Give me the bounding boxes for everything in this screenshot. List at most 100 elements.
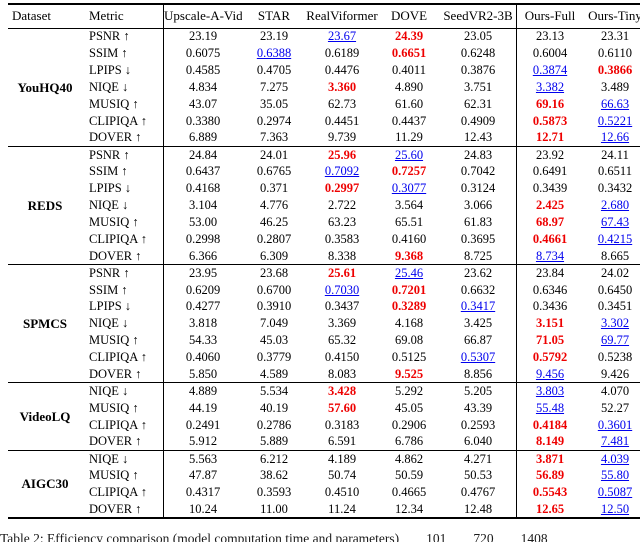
value-cell-realviformer: 3.428 <box>327 384 357 399</box>
table-row-reds-ssim: SSIM ↑ 0.6437 0.6765 0.7092 0.7257 0.7042 0.64… <box>8 163 640 181</box>
value-cell-ours-tiny: 0.5238 <box>597 350 633 365</box>
value-cell-ours-tiny: 0.4215 <box>597 231 633 246</box>
value-cell-dove: 0.5125 <box>391 350 427 365</box>
value-cell-realviformer: 4.189 <box>327 451 357 466</box>
value-cell-seedvr2-3b: 8.725 <box>463 248 493 263</box>
value-cell-ours-full: 8.149 <box>516 433 583 451</box>
results-table: DatasetMetricUpscale-A-VideoSTARRealVifo… <box>8 3 640 519</box>
value-cell-upscale-a-video: 0.4585 <box>163 61 242 79</box>
value-cell-seedvr2-3b: 0.7042 <box>460 164 496 179</box>
value-cell-seedvr2-3b: 0.2593 <box>460 417 496 432</box>
metric-label-dover: DOVER ↑ <box>89 501 142 516</box>
value-cell-realviformer: 3.369 <box>327 316 357 331</box>
value-cell-dove: 65.51 <box>394 214 424 229</box>
metric-label-clipiqa: CLIPIQA ↑ <box>89 231 147 246</box>
value-cell-realviformer: 0.2997 <box>324 181 360 196</box>
value-cell-dove: 9.368 <box>394 248 424 263</box>
value-cell-star: 23.19 <box>259 29 289 44</box>
value-cell-upscale-a-video: 0.3380 <box>163 112 242 130</box>
dataset-group-youhq40: YouHQ40 PSNR ↑ 23.19 23.19 23.67 24.39 23.05 23… <box>8 28 640 147</box>
table-row-youhq40-musiq: MUSIQ ↑ 43.07 35.05 62.73 61.60 62.31 69.16 66.… <box>8 95 640 113</box>
value-cell-seedvr2-3b: 12.43 <box>463 130 493 145</box>
value-cell-dove: 0.4011 <box>392 62 426 77</box>
value-cell-ours-tiny: 8.665 <box>600 248 630 263</box>
value-cell-upscale-a-video: 4.889 <box>163 382 242 400</box>
value-cell-upscale-a-video: 0.4168 <box>163 180 242 197</box>
metric-label-niqe: NIQE ↓ <box>89 451 129 466</box>
value-cell-ours-full: 2.425 <box>516 196 583 214</box>
metric-label-clipiqa: CLIPIQA ↑ <box>89 485 147 500</box>
dataset-label-spmcs: SPMCS <box>22 316 68 332</box>
table-row-spmcs-dover: DOVER ↑ 5.850 4.589 8.083 9.525 8.856 9.456 9.4… <box>8 365 640 383</box>
value-cell-dove: 69.08 <box>394 333 424 348</box>
value-cell-realviformer: 0.3183 <box>324 417 360 432</box>
col-header-upscale-a-video: Upscale-A-Video <box>163 4 242 29</box>
table-row-youhq40-dover: DOVER ↑ 6.889 7.363 9.739 11.29 12.43 12.71 12.… <box>8 129 640 147</box>
value-cell-realviformer: 0.4150 <box>324 350 360 365</box>
value-cell-star: 0.3910 <box>256 299 292 314</box>
metric-label-psnr: PSNR ↑ <box>89 29 130 44</box>
dataset-group-videolq: VideoLQ NIQE ↓ 4.889 5.534 3.428 5.292 5.205 3.… <box>8 382 640 451</box>
value-cell-dove: 0.4665 <box>391 485 427 500</box>
table-row-aigc30-niqe: AIGC30 NIQE ↓ 5.563 6.212 4.189 4.862 4.271 3.8… <box>8 450 640 490</box>
value-cell-dove: 25.60 <box>394 147 424 162</box>
value-cell-upscale-a-video: 47.87 <box>163 467 242 485</box>
metric-label-lpips: LPIPS ↓ <box>89 181 132 196</box>
metric-label-dover: DOVER ↑ <box>89 366 142 381</box>
col-header-ours-tiny: Ours-Tiny <box>583 4 640 29</box>
table-row-reds-musiq: MUSIQ ↑ 53.00 46.25 63.23 65.51 61.83 68.97 67.… <box>8 213 640 231</box>
value-cell-dove: 0.4160 <box>391 231 427 246</box>
metric-label-niqe: NIQE ↓ <box>89 384 129 399</box>
value-cell-upscale-a-video: 6.366 <box>163 247 242 265</box>
value-cell-realviformer: 8.338 <box>327 248 357 263</box>
col-header-star: STAR <box>242 4 306 29</box>
table-row-reds-dover: DOVER ↑ 6.366 6.309 8.338 9.368 8.725 8.734 8.6… <box>8 247 640 265</box>
value-cell-realviformer: 63.23 <box>327 214 357 229</box>
value-cell-realviformer: 2.722 <box>327 198 357 213</box>
value-cell-star: 0.6388 <box>256 46 292 61</box>
metric-label-dover: DOVER ↑ <box>89 434 142 449</box>
value-cell-ours-full: 68.97 <box>516 213 583 231</box>
value-cell-star: 0.6700 <box>256 282 292 297</box>
value-cell-ours-full: 0.3874 <box>516 61 583 79</box>
value-cell-dove: 5.292 <box>394 384 424 399</box>
table-row-youhq40-lpips: LPIPS ↓ 0.4585 0.4705 0.4476 0.4011 0.3876 0.3… <box>8 61 640 79</box>
value-cell-ours-full: 12.71 <box>516 129 583 147</box>
table-row-videolq-musiq: MUSIQ ↑ 44.19 40.19 57.60 45.05 43.39 55.48 52.… <box>8 399 640 417</box>
table-row-youhq40-clipiqa: CLIPIQA ↑ 0.3380 0.2974 0.4451 0.4437 0.4909 0… <box>8 112 640 130</box>
value-cell-ours-tiny: 0.3451 <box>597 299 633 314</box>
value-cell-ours-full: 0.5543 <box>516 484 583 501</box>
metric-label-psnr: PSNR ↑ <box>89 147 130 162</box>
value-cell-seedvr2-3b: 0.3876 <box>460 62 496 77</box>
metric-label-niqe: NIQE ↓ <box>89 316 129 331</box>
value-cell-star: 4.589 <box>259 366 289 381</box>
value-cell-ours-tiny: 12.66 <box>600 130 630 145</box>
value-cell-star: 5.534 <box>259 384 289 399</box>
value-cell-seedvr2-3b: 0.5307 <box>460 350 496 365</box>
value-cell-seedvr2-3b: 0.3695 <box>460 231 496 246</box>
dataset-group-spmcs: SPMCS PSNR ↑ 23.95 23.68 25.61 25.46 23.62 23.8… <box>8 264 640 383</box>
value-cell-upscale-a-video: 0.4277 <box>163 298 242 316</box>
value-cell-ours-tiny: 3.489 <box>600 79 630 94</box>
value-cell-dove: 3.564 <box>394 198 424 213</box>
value-cell-ours-tiny: 0.5087 <box>597 485 633 500</box>
dataset-label-youhq40: YouHQ40 <box>17 79 73 95</box>
table-row-reds-psnr: REDS PSNR ↑ 24.84 24.01 25.96 25.60 24.83 23.92… <box>8 146 640 212</box>
value-cell-ours-full: 3.382 <box>516 78 583 96</box>
table-row-youhq40-niqe: NIQE ↓ 4.834 7.275 3.360 4.890 3.751 3.382 3.48… <box>8 78 640 96</box>
value-cell-upscale-a-video: 0.6437 <box>163 163 242 181</box>
value-cell-star: 46.25 <box>259 214 289 229</box>
value-cell-upscale-a-video: 0.2998 <box>163 230 242 248</box>
value-cell-ours-tiny: 0.3866 <box>597 62 633 77</box>
value-cell-realviformer: 25.61 <box>327 265 357 280</box>
table-row-spmcs-psnr: SPMCS PSNR ↑ 23.95 23.68 25.61 25.46 23.62 23.8… <box>8 264 640 330</box>
value-cell-star: 7.363 <box>259 130 289 145</box>
value-cell-dove: 25.46 <box>394 265 424 280</box>
value-cell-realviformer: 0.4510 <box>324 485 360 500</box>
table-row-aigc30-musiq: MUSIQ ↑ 47.87 38.62 50.74 50.59 50.53 56.89 55.… <box>8 467 640 485</box>
header-row: DatasetMetricUpscale-A-VideoSTARRealVifo… <box>8 4 640 29</box>
value-cell-star: 6.309 <box>259 248 289 263</box>
table-row-videolq-dover: DOVER ↑ 5.912 5.889 6.591 6.786 6.040 8.149 7.4… <box>8 433 640 451</box>
value-cell-realviformer: 50.74 <box>327 468 357 483</box>
value-cell-star: 23.68 <box>259 265 289 280</box>
